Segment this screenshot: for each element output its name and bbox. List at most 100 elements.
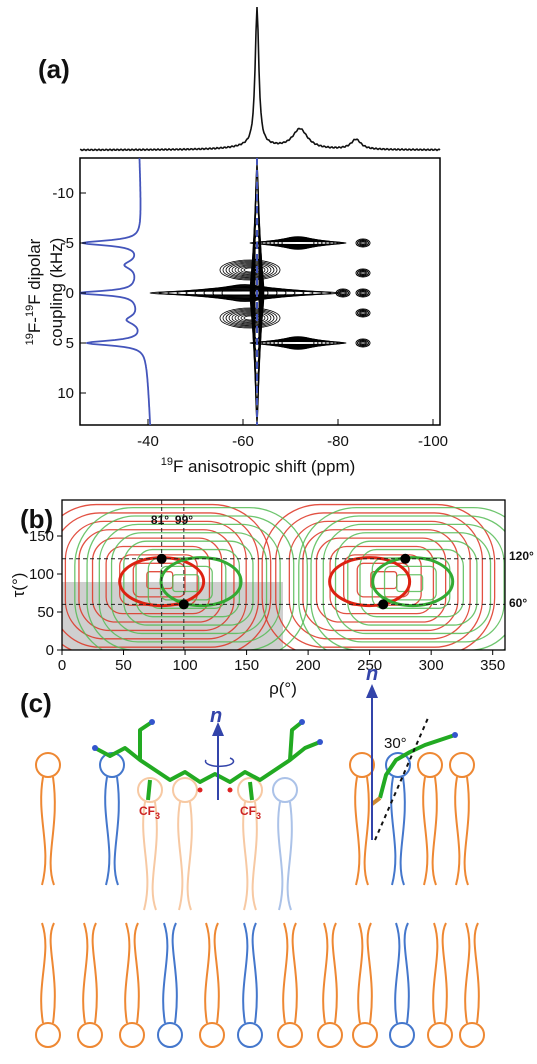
contour [135, 548, 241, 618]
lipid-tail [403, 922, 410, 1024]
contour [91, 537, 223, 623]
x-tick-label: -80 [327, 433, 349, 450]
text: F anisotropic shift (ppm) [173, 457, 355, 476]
lipid-tail [242, 922, 249, 1024]
ticks: -10 -5 0 5 10 -40 -60 -80 -100 [52, 185, 448, 450]
y-tick-label: 10 [57, 385, 74, 402]
lipid-tail [177, 801, 184, 911]
contour [358, 240, 368, 246]
y-axis-label: 19F-19F dipolar [24, 238, 44, 345]
contour [231, 263, 269, 277]
contour [357, 239, 369, 247]
atom [227, 787, 233, 793]
lipid-tail [162, 922, 169, 1024]
sup: 19 [161, 456, 173, 468]
sup: 19 [24, 333, 36, 345]
group-label: CF3 [240, 804, 261, 821]
membrane [35, 752, 485, 1048]
panel-label: (a) [38, 54, 70, 84]
text: F dipolar [25, 238, 44, 304]
contour [167, 288, 323, 298]
contour [358, 290, 368, 296]
contour [360, 271, 366, 275]
lipid-tail [49, 922, 56, 1024]
peptide [92, 719, 458, 806]
sub: 3 [256, 811, 261, 821]
contour [105, 545, 211, 615]
lipid-tail [473, 922, 480, 1024]
lipid-tail [40, 922, 47, 1024]
y-tick-label: 150 [29, 528, 54, 545]
text: F- [25, 317, 44, 333]
atom [452, 732, 458, 738]
lipid-tail [463, 776, 470, 886]
contour [219, 307, 281, 329]
lipid-tail [399, 776, 406, 886]
peptide-chain [370, 796, 382, 806]
lipid-tail [357, 922, 364, 1024]
x-tick-label: -100 [418, 433, 448, 450]
contour [355, 268, 371, 278]
lipid-tail [186, 801, 193, 911]
ring [328, 556, 412, 608]
ring [159, 556, 243, 608]
lipid-tail [432, 922, 439, 1024]
contour [240, 266, 260, 274]
contour [234, 264, 266, 276]
lipid-tail [82, 922, 89, 1024]
contour [110, 532, 268, 635]
angle-label: 30° [384, 735, 407, 752]
x-tick-label: 0 [58, 657, 66, 674]
lipid-head [417, 752, 443, 778]
contour [315, 537, 447, 623]
x-tick-label: -60 [232, 433, 254, 450]
contour [277, 336, 319, 350]
contour [357, 339, 369, 347]
contour [334, 532, 492, 635]
lipid-head [35, 1022, 61, 1048]
point [156, 553, 167, 564]
lipid-tail [354, 776, 361, 886]
lipid-head [272, 777, 298, 803]
lipid-head [157, 1022, 183, 1048]
contour [277, 236, 319, 250]
lipid-tail [251, 801, 258, 911]
contour [240, 314, 260, 322]
lipid-tail [282, 922, 289, 1024]
plot-frame [61, 499, 506, 651]
x-tick-label: 150 [234, 657, 259, 674]
x-tick-label: 300 [419, 657, 444, 674]
contour [355, 238, 371, 248]
contour [383, 565, 437, 601]
panel-label: (c) [20, 688, 52, 718]
lipid-tail [390, 776, 397, 886]
contour [281, 236, 315, 250]
lipid-head [449, 752, 475, 778]
shaded-region [62, 582, 283, 650]
y-tick-label: -10 [52, 185, 74, 202]
contour [228, 310, 272, 326]
contour [357, 309, 369, 317]
contour [269, 338, 327, 348]
contour [298, 506, 505, 650]
contour [310, 515, 505, 650]
contour [203, 285, 287, 301]
marker-label: 120° [509, 549, 534, 563]
contour [261, 339, 335, 347]
lipid-tail [142, 801, 149, 911]
lipid-tail [431, 776, 438, 886]
x-axis-label: ρ(°) [269, 679, 297, 698]
lipid-head [317, 1022, 343, 1048]
contour [231, 311, 269, 325]
y-tick-label: 0 [66, 285, 74, 302]
contour [358, 310, 368, 316]
side-projection [80, 158, 151, 425]
contour [359, 548, 464, 618]
contour [355, 338, 371, 348]
lipid-tail [464, 922, 471, 1024]
contour [123, 540, 254, 626]
lipid-tail [322, 922, 329, 1024]
lipid-tail [242, 801, 249, 911]
lipid-head [385, 752, 411, 778]
contour [225, 309, 275, 327]
